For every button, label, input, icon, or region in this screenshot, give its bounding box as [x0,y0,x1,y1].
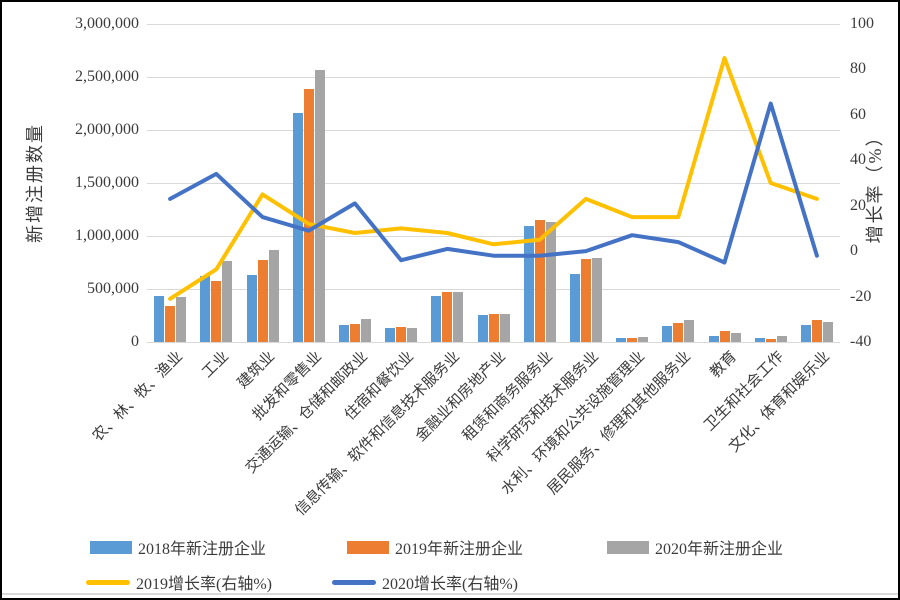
bar-2020年新注册企业 [222,260,233,342]
x-axis-label: 工业 [199,348,233,382]
right-axis-tick: 0 [850,242,858,260]
bar-2019年新注册企业 [165,305,176,342]
left-axis-tick: 0 [131,333,139,350]
legend-swatch-2020增长率(右轴%) [332,579,376,585]
legend-swatch-2020年新注册企业 [607,540,649,554]
bar-2018年新注册企业 [754,338,765,342]
line-2019增长率(右轴%) [168,56,819,301]
x-axis-label: 农、林、牧、渔业 [89,348,187,445]
bottom-divider [2,593,898,595]
legend-item-2020增长率(右轴%): 2020增长率(右轴%) [332,570,518,594]
gridline [147,24,840,25]
left-axis-title: 新增注册数量 [25,123,45,243]
legend-label: 2018年新注册企业 [138,541,267,558]
bar-2018年新注册企业 [431,295,442,342]
bar-2018年新注册企业 [385,328,396,342]
bar-2020年新注册企业 [776,336,787,342]
bar-2018年新注册企业 [200,276,211,342]
bar-2020年新注册企业 [499,314,510,342]
left-axis-tick: 3,000,000 [75,15,139,32]
bar-2018年新注册企业 [708,336,719,342]
bar-2020年新注册企业 [268,249,279,342]
left-axis-tick: 2,000,000 [75,121,139,138]
left-axis-tick: 1,500,000 [75,174,139,191]
legend-label: 2019增长率(右轴%) [136,576,272,593]
legend-swatch-2019年新注册企业 [347,540,389,554]
left-axis-tick: 1,000,000 [75,227,139,244]
bar-2020年新注册企业 [360,318,371,342]
legend-label: 2020年新注册企业 [655,541,784,558]
bar-2020年新注册企业 [545,222,556,342]
line-2020增长率(右轴%) [168,101,819,265]
left-axis-tick: 500,000 [87,280,139,297]
x-axis-label: 建筑业 [235,348,279,392]
bar-2019年新注册企业 [534,220,545,342]
bar-2018年新注册企业 [523,226,534,342]
gridline [147,183,840,184]
bar-2020年新注册企业 [638,337,649,342]
bar-2019年新注册企业 [257,260,268,342]
gridline [147,289,840,290]
bar-2018年新注册企业 [800,325,811,342]
right-axis-tick: -40 [850,333,872,350]
growth-lines-layer [168,56,819,301]
bar-2019年新注册企业 [211,281,222,342]
bar-2019年新注册企业 [580,258,591,342]
bar-2020年新注册企业 [822,321,833,342]
gridline [147,77,840,78]
right-axis-tick: -20 [850,287,872,305]
bar-2019年新注册企业 [442,292,453,342]
bar-2020年新注册企业 [407,328,418,342]
gridline [147,342,840,343]
gridline [147,236,840,237]
bar-2018年新注册企业 [616,338,627,342]
legend-item-2018年新注册企业: 2018年新注册企业 [90,535,266,559]
legend-item-2019增长率(右轴%): 2019增长率(右轴%) [86,570,272,594]
bar-2019年新注册企业 [396,327,407,342]
right-axis-tick: 100 [850,15,874,32]
bar-2019年新注册企业 [303,88,314,342]
plot-area [147,24,840,343]
x-axis-label: 教育 [707,348,741,382]
bar-2020年新注册企业 [730,333,741,342]
legend-swatch-2019增长率(右轴%) [86,579,130,585]
bar-2020年新注册企业 [453,292,464,342]
right-axis-tick: 20 [850,196,866,214]
bar-2020年新注册企业 [591,258,602,342]
bar-2018年新注册企业 [154,296,165,342]
bar-2019年新注册企业 [673,322,684,342]
legend-swatch-2018年新注册企业 [90,540,132,554]
legend-item-2020年新注册企业: 2020年新注册企业 [607,535,783,559]
bar-2018年新注册企业 [246,275,257,342]
bar-2018年新注册企业 [338,325,349,342]
legend-label: 2020增长率(右轴%) [382,576,518,593]
bar-2019年新注册企业 [349,323,360,342]
gridline [147,130,840,131]
bar-2018年新注册企业 [569,274,580,342]
bar-2019年新注册企业 [719,331,730,342]
bar-2019年新注册企业 [627,338,638,342]
right-axis-tick: 60 [850,105,866,123]
bar-2019年新注册企业 [765,339,776,342]
bar-2020年新注册企业 [314,69,325,342]
bar-2020年新注册企业 [176,296,187,342]
bar-2019年新注册企业 [811,320,822,342]
right-axis-tick: 80 [850,60,866,78]
right-axis-tick: 40 [850,151,866,169]
legend-item-2019年新注册企业: 2019年新注册企业 [347,535,523,559]
bar-2018年新注册企业 [662,326,673,342]
right-axis-title: 增长率（%） [865,126,885,244]
left-axis-tick: 2,500,000 [75,68,139,85]
bar-2018年新注册企业 [477,314,488,342]
bar-2020年新注册企业 [684,320,695,342]
legend-label: 2019年新注册企业 [395,541,524,558]
bar-2019年新注册企业 [488,314,499,342]
